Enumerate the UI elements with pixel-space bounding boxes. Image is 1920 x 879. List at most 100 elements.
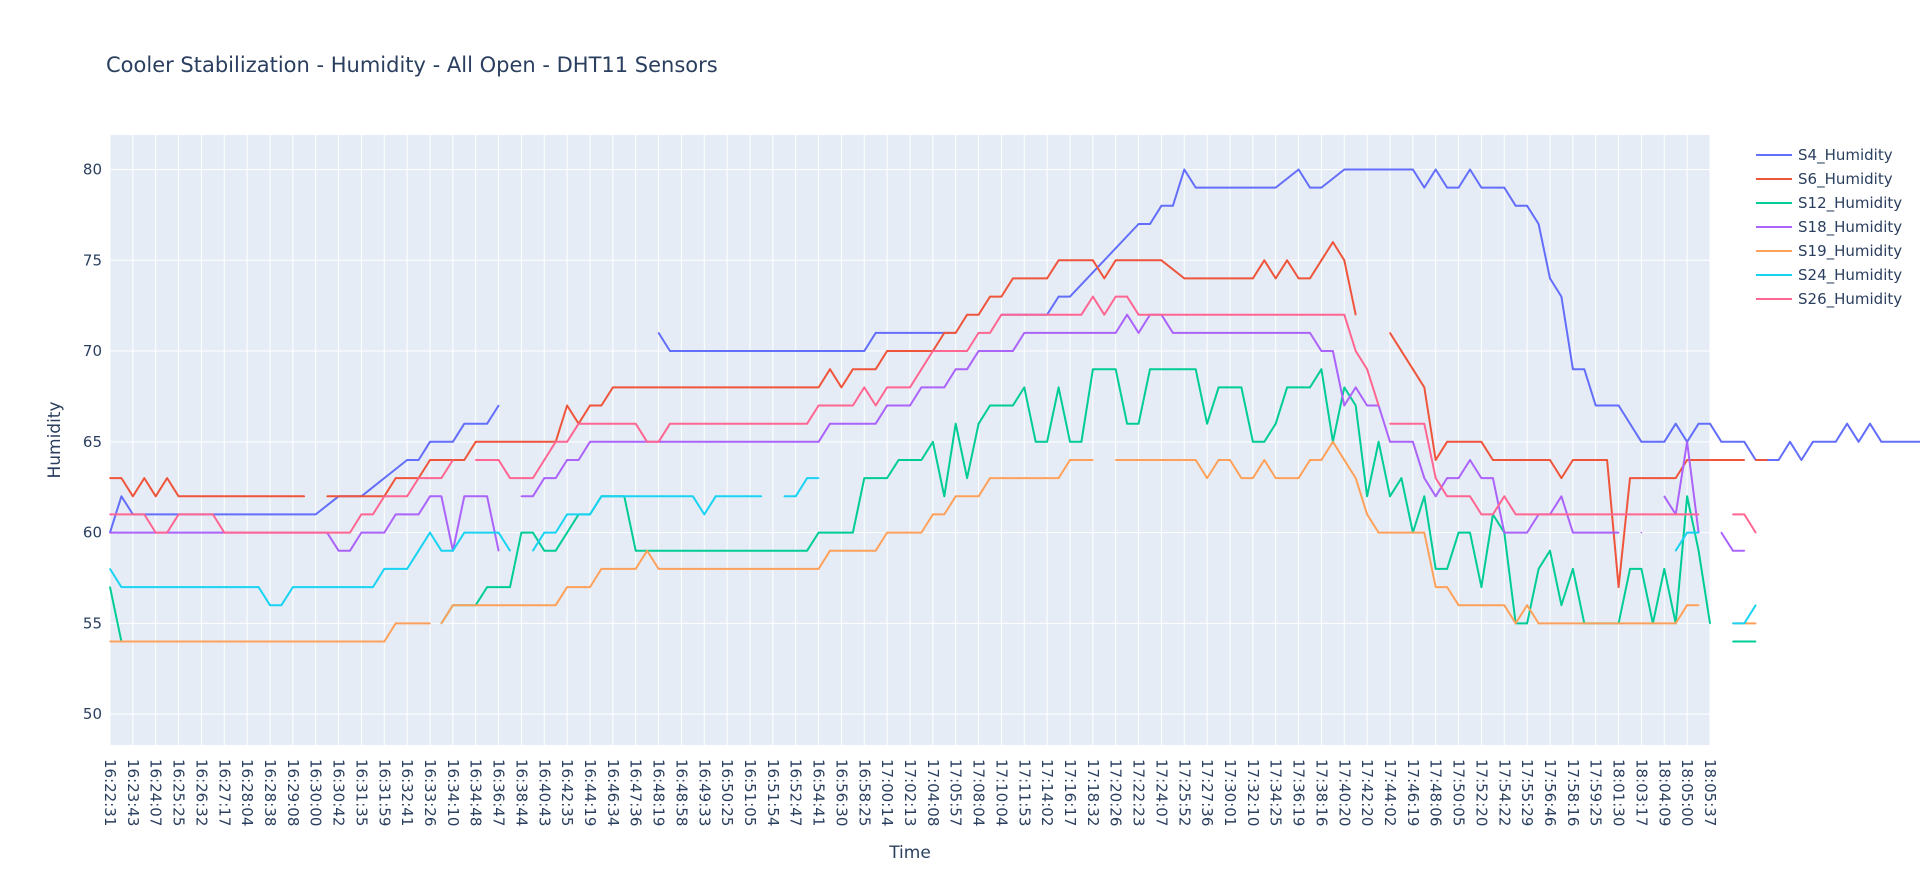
data-point [817,386,820,389]
data-point [817,441,820,443]
data-point [1560,495,1563,498]
legend-item-S26_Humidity[interactable]: S26_Humidity [1756,290,1902,309]
data-point [886,404,888,407]
data-point [1686,604,1688,606]
data-point [909,404,911,407]
legend-label: S4_Humidity [1798,146,1893,165]
data-point [829,422,831,425]
x-tick-label: 17:05:57 [947,759,965,826]
data-point [1480,513,1483,516]
data-point [166,477,168,479]
data-point [1012,277,1014,280]
data-point [1572,459,1574,461]
data-point [292,586,294,588]
x-tick-label: 17:18:32 [1084,759,1102,826]
data-point [886,350,888,352]
data-point [1686,531,1688,534]
data-point [1686,459,1688,461]
data-point [474,441,477,443]
data-point [874,422,877,425]
data-point [1617,586,1620,588]
data-point [634,422,637,425]
legend-item-S19_Humidity[interactable]: S19_Humidity [1756,242,1902,261]
data-point [760,495,763,498]
data-point [1754,640,1757,643]
data-point [429,622,431,625]
x-tick-label: 17:24:07 [1152,759,1170,826]
data-point [966,368,968,371]
data-point [452,549,454,552]
data-point [1309,459,1311,461]
data-point [817,477,820,479]
data-point [966,477,968,479]
data-point [1469,531,1471,534]
data-point [1389,332,1391,334]
legend-item-S4_Humidity[interactable]: S4_Humidity [1756,146,1893,165]
data-point [852,531,854,534]
data-point [406,513,408,516]
data-point [1012,350,1014,352]
y-tick-label: 65 [83,433,102,451]
data-point [543,459,546,461]
legend-label: S26_Humidity [1798,290,1902,309]
data-point [977,332,980,334]
data-point [1240,386,1243,389]
data-point [600,495,603,498]
data-point [1686,441,1688,443]
data-point [1709,622,1711,625]
data-point [1480,477,1483,479]
data-point [372,513,374,516]
data-point [1057,386,1060,389]
data-point [1754,459,1757,461]
data-point [1446,441,1448,443]
data-point [1114,332,1117,334]
x-tick-label: 16:30:00 [307,759,325,826]
x-tick-label: 16:36:47 [490,759,508,826]
legend-label: S12_Humidity [1798,194,1902,213]
data-point [109,640,111,643]
data-point [1354,477,1357,479]
legend-item-S12_Humidity[interactable]: S12_Humidity [1756,194,1902,213]
legend-label: S6_Humidity [1798,170,1893,189]
data-point [794,495,797,498]
legend-item-S6_Humidity[interactable]: S6_Humidity [1756,170,1893,189]
data-point [566,441,568,443]
x-tick-label: 16:46:34 [604,759,622,826]
data-point [909,386,911,389]
data-point [1332,441,1334,443]
data-point [1469,459,1471,461]
data-point [566,404,568,407]
data-point [1766,459,1768,461]
legend-item-S24_Humidity[interactable]: S24_Humidity [1756,266,1902,285]
data-point [1446,186,1448,189]
x-tick-label: 16:58:25 [855,759,873,826]
data-point [1526,604,1528,606]
data-point [1434,459,1437,461]
y-tick-label: 70 [83,342,102,360]
data-point [1457,604,1460,606]
data-point [120,477,123,479]
data-point [1137,422,1140,425]
data-point [1560,477,1563,479]
data-point [1732,640,1734,643]
data-point [1503,186,1506,189]
data-point [1537,223,1540,225]
data-point [532,549,534,552]
data-point [1092,295,1094,298]
data-point [269,513,271,516]
data-point [1377,531,1380,534]
data-point [1640,568,1643,570]
data-point [1320,186,1323,189]
data-point [1114,295,1117,298]
legend[interactable]: S4_Humidity S6_Humidity S12_Humidity S18_Hu… [1756,146,1902,309]
data-point [1046,277,1048,280]
x-axis-title: Time [888,843,931,863]
legend-item-S18_Humidity[interactable]: S18_Humidity [1756,218,1902,237]
data-point [1537,622,1540,625]
data-point [1092,259,1094,262]
x-tick-label: 16:34:10 [444,759,462,826]
data-point [817,531,820,534]
data-point [1503,604,1506,606]
